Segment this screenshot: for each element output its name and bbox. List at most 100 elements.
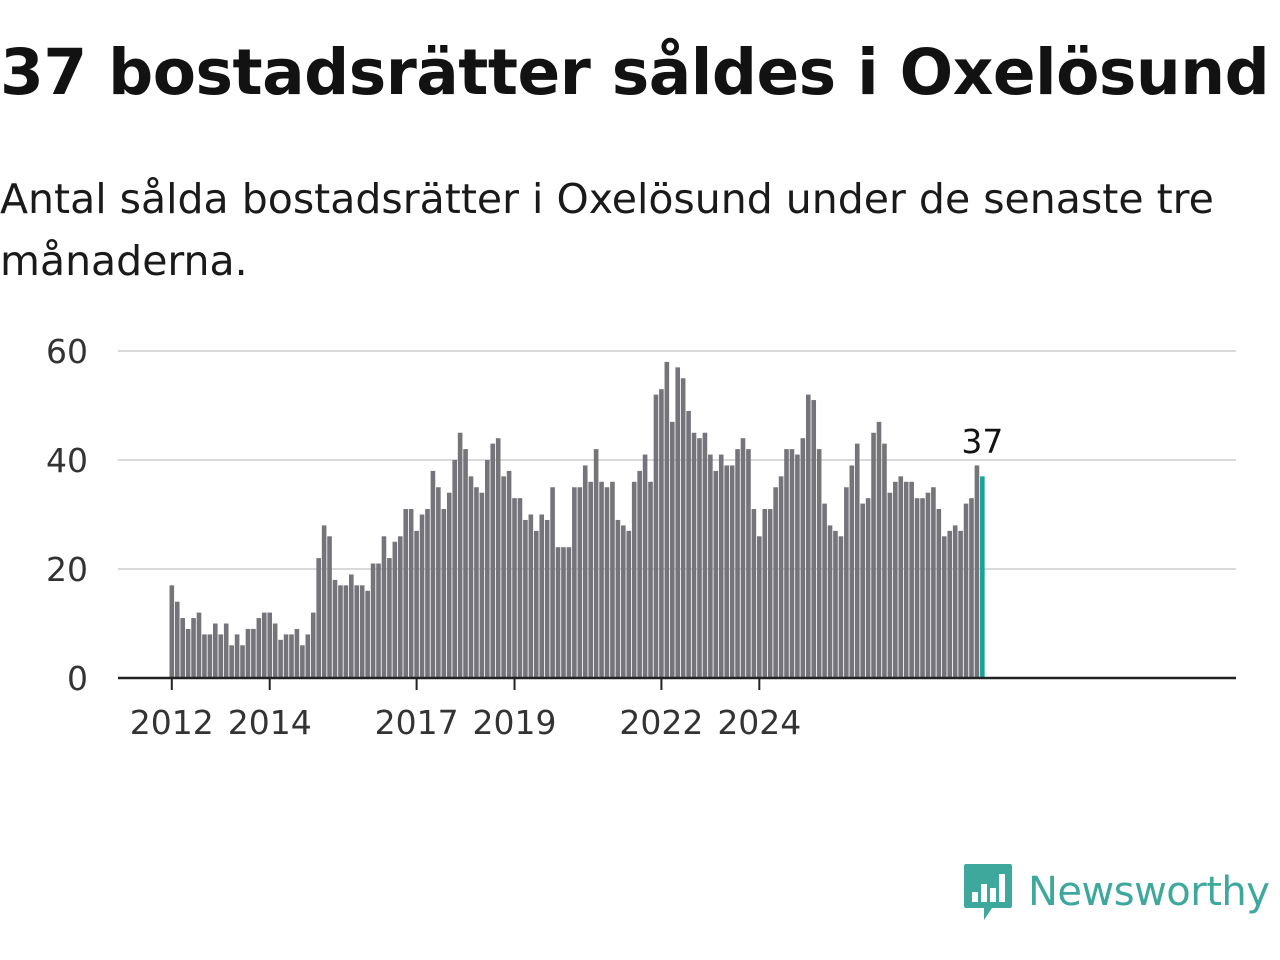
bar (680, 378, 686, 678)
bar (256, 618, 262, 678)
bar (229, 645, 234, 678)
bar (321, 525, 327, 678)
bar (631, 481, 637, 678)
bar (876, 421, 882, 678)
bar (664, 361, 670, 678)
bar (816, 449, 822, 678)
bar (310, 612, 316, 678)
bar (827, 525, 833, 678)
bar (653, 394, 659, 678)
bar (490, 443, 496, 678)
bar (283, 634, 289, 678)
bar (604, 487, 610, 678)
bar (778, 476, 784, 678)
bar (882, 443, 887, 678)
bar (213, 623, 218, 678)
bar (931, 487, 936, 678)
bar (588, 481, 593, 678)
bar (865, 498, 871, 678)
bar (185, 628, 191, 678)
bar (669, 421, 675, 678)
bar (751, 509, 757, 678)
bar (544, 519, 550, 678)
bar (561, 547, 566, 678)
bar (822, 503, 827, 678)
bar (261, 612, 267, 678)
y-tick-label: 60 (46, 332, 88, 371)
bar (860, 503, 865, 678)
bar (501, 476, 506, 678)
y-tick-label: 0 (67, 659, 88, 698)
bar (272, 623, 278, 678)
y-tick-label: 20 (46, 550, 88, 589)
bar (528, 514, 534, 678)
x-tick-label: 2017 (375, 703, 459, 742)
bar (397, 536, 403, 678)
bar (914, 498, 920, 678)
bar (762, 509, 768, 678)
bar (718, 454, 724, 678)
bar (533, 530, 539, 678)
chart-title: 37 bostadsrätter såldes i Oxelösund (0, 36, 1270, 109)
bar (305, 634, 311, 678)
bar (234, 634, 240, 678)
bar (240, 645, 245, 678)
bar (408, 509, 414, 678)
bar (359, 585, 365, 678)
bar (740, 438, 746, 678)
bar (941, 536, 947, 678)
bar (381, 536, 387, 678)
bar (713, 470, 719, 678)
bar (457, 432, 463, 678)
bar (278, 639, 283, 678)
bar (833, 530, 838, 678)
bar (566, 547, 572, 678)
bar (642, 454, 648, 678)
bar (441, 509, 447, 678)
newsworthy-logo-icon (964, 864, 1012, 920)
bar (849, 465, 855, 678)
bar-chart: 0 20 40 60 2012 2014 2017 2019 2022 2024 37 (46, 332, 1236, 742)
bar (593, 449, 599, 678)
bar (844, 487, 849, 678)
bar (735, 449, 740, 678)
bar (300, 645, 305, 678)
bar (452, 460, 457, 678)
bar (414, 530, 419, 678)
bar (691, 432, 697, 678)
bar (512, 498, 517, 678)
bar (621, 525, 626, 678)
bar (800, 438, 806, 678)
bar (387, 558, 392, 678)
bar (376, 563, 381, 678)
bar (267, 612, 273, 678)
bar (697, 438, 702, 678)
bar (610, 481, 615, 678)
bar (202, 634, 207, 678)
bar (479, 492, 485, 678)
bar (871, 432, 876, 678)
bar (615, 519, 621, 678)
bar (936, 509, 942, 678)
bar (572, 487, 577, 678)
bar (893, 481, 898, 678)
bar (648, 481, 653, 678)
bar (430, 470, 436, 678)
bar (403, 509, 409, 678)
bar (577, 487, 583, 678)
bar (887, 492, 893, 678)
x-tick-label: 2024 (717, 703, 801, 742)
bar (773, 487, 778, 678)
bar (207, 634, 213, 678)
last-value-label: 37 (961, 422, 1003, 461)
bar (436, 487, 441, 678)
bar (958, 530, 963, 678)
bar (191, 618, 196, 678)
bar (974, 465, 980, 678)
bar (316, 558, 321, 678)
bar (947, 530, 953, 678)
bar (724, 465, 729, 678)
bar (920, 498, 925, 678)
bar (757, 536, 762, 678)
bar (354, 585, 360, 678)
